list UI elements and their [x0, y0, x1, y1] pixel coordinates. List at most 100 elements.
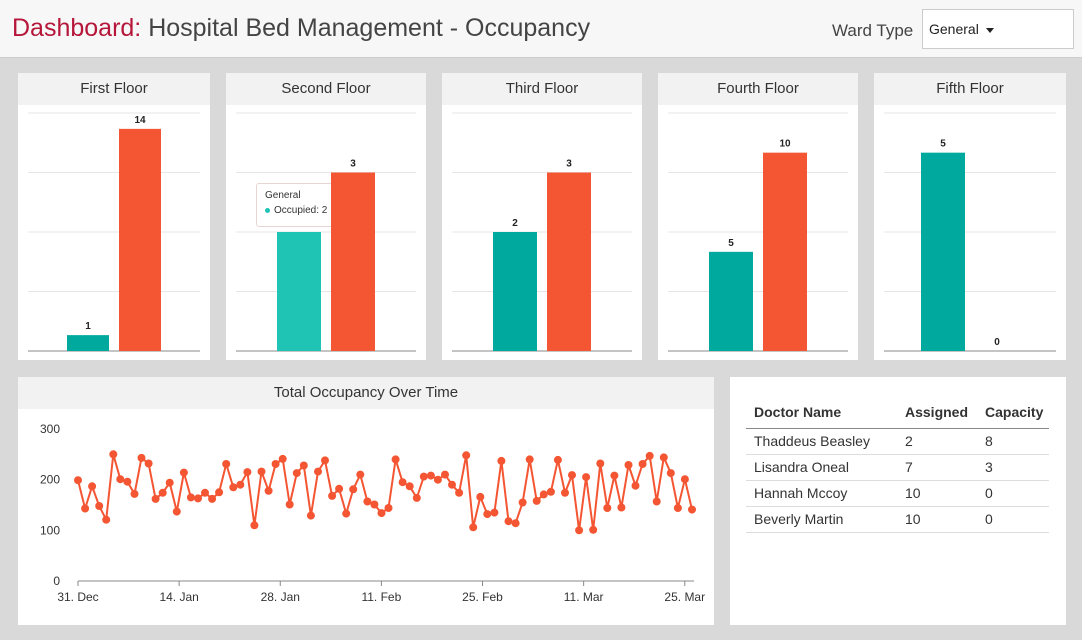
cell-capacity: 3	[977, 454, 1049, 480]
data-point	[109, 450, 117, 458]
data-point	[653, 498, 661, 506]
floor-bar-chart: 1 14	[18, 105, 210, 360]
data-point	[307, 512, 315, 520]
page-title: Dashboard: Hospital Bed Management - Occ…	[12, 14, 590, 43]
floor-bar-chart: 5 10	[658, 105, 858, 360]
data-point	[187, 493, 195, 501]
floor-card-title: Fourth Floor	[658, 73, 858, 105]
data-point	[603, 504, 611, 512]
floor-bar-chart: 50	[874, 105, 1066, 360]
title-prefix: Dashboard:	[12, 14, 141, 42]
bar-capacity	[547, 173, 591, 352]
data-point	[286, 501, 294, 509]
data-point	[427, 472, 435, 480]
bar-occupied	[709, 252, 753, 351]
occupancy-line-chart: 010020030031. Dec 14. Jan 28. Jan 11. Feb 25…	[18, 409, 714, 625]
floor-bar-chart: 23	[442, 105, 642, 360]
data-point	[667, 469, 675, 477]
bar-value-label: 2	[512, 218, 518, 229]
column-header: Capacity	[977, 397, 1049, 428]
data-point	[455, 489, 463, 497]
data-point	[568, 471, 576, 479]
data-point	[406, 482, 414, 490]
data-point	[561, 489, 569, 497]
data-point	[385, 504, 393, 512]
bar-capacity	[119, 129, 161, 351]
data-point	[512, 519, 520, 527]
data-point	[596, 460, 604, 468]
data-point	[582, 473, 590, 481]
x-tick-label: 25. Feb	[462, 590, 503, 604]
floor-card-title: Second Floor	[226, 73, 426, 105]
data-point	[95, 502, 103, 510]
bar-value-label: 10	[779, 139, 791, 150]
floor-card-title: Third Floor	[442, 73, 642, 105]
line-chart-title: Total Occupancy Over Time	[18, 377, 714, 409]
caret-down-icon	[986, 28, 994, 33]
data-point	[674, 504, 682, 512]
data-point	[236, 481, 244, 489]
bar-capacity	[331, 173, 375, 352]
data-point	[201, 489, 209, 497]
data-point	[533, 497, 541, 505]
data-point	[258, 468, 266, 476]
bar-capacity	[763, 153, 807, 351]
ward-type-dropdown[interactable]: General	[922, 9, 1074, 49]
floor-card-fourth: Fourth Floor 5 10	[658, 73, 858, 360]
cell-capacity: 0	[977, 506, 1049, 532]
x-tick-label: 25. Mar	[664, 590, 705, 604]
ward-type-label: Ward Type	[832, 21, 913, 41]
data-point	[265, 487, 273, 495]
data-point	[434, 476, 442, 484]
data-point	[688, 506, 696, 514]
data-point	[469, 523, 477, 531]
data-point	[74, 476, 82, 484]
data-point	[476, 493, 484, 501]
cell-capacity: 8	[977, 428, 1049, 454]
x-tick-label: 11. Feb	[361, 590, 401, 604]
data-point	[575, 526, 583, 534]
x-tick-label: 14. Jan	[159, 590, 198, 604]
cell-doctor-name: Thaddeus Beasley	[746, 428, 897, 454]
data-point	[554, 456, 562, 464]
data-point	[229, 483, 237, 491]
data-point	[448, 481, 456, 489]
floor-card-title: Fifth Floor	[874, 73, 1066, 105]
cell-assigned: 2	[897, 428, 977, 454]
data-point	[194, 494, 202, 502]
occupancy-over-time-card: Total Occupancy Over Time 0 100 200 300 31. …	[18, 377, 714, 625]
dashboard-header: Dashboard: Hospital Bed Management - Occ…	[0, 0, 1082, 58]
cell-doctor-name: Lisandra Oneal	[746, 454, 897, 480]
bar-value-label: 5	[940, 139, 946, 150]
cell-doctor-name: Beverly Martin	[746, 506, 897, 532]
bar-occupied	[67, 335, 109, 351]
data-point	[505, 517, 513, 525]
data-point	[625, 461, 633, 469]
floor-bar-chart: 3	[226, 105, 426, 360]
data-point	[272, 460, 280, 468]
data-point	[589, 526, 597, 534]
data-point	[370, 501, 378, 509]
data-point	[639, 460, 647, 468]
bar-value-label: 3	[566, 159, 572, 170]
bar-value-label: 3	[350, 159, 356, 170]
x-tick-label: 31. Dec	[57, 590, 98, 604]
bar-occupied	[921, 153, 965, 351]
data-point	[81, 505, 89, 513]
data-point	[180, 469, 188, 477]
bar-occupied	[277, 232, 321, 351]
data-point	[208, 495, 216, 503]
table-row: Lisandra Oneal 7 3	[746, 454, 1049, 480]
column-header: Doctor Name	[746, 397, 897, 428]
data-point	[159, 489, 167, 497]
cell-capacity: 0	[977, 480, 1049, 506]
ward-type-selected-value: General	[929, 21, 979, 37]
bar-occupied	[493, 232, 537, 351]
doctor-table-card: Doctor Name Assigned Capacity Thaddeus B…	[730, 377, 1066, 625]
data-point	[349, 485, 357, 493]
x-tick-label: 11. Mar	[564, 590, 604, 604]
data-point	[632, 482, 640, 490]
data-point	[243, 468, 251, 476]
data-point	[335, 485, 343, 493]
